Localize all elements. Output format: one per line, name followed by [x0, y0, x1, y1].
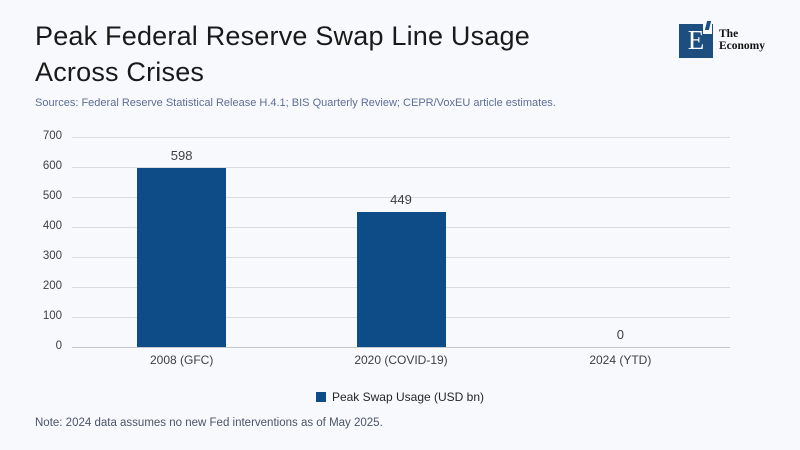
logo-quote-notch: [703, 20, 712, 34]
chart-legend: Peak Swap Usage (USD bn): [0, 390, 800, 404]
y-axis-tick-label: 200: [42, 280, 62, 292]
gridline: [72, 167, 730, 168]
bar-value-label: 0: [616, 327, 624, 342]
y-axis-tick-label: 100: [42, 310, 62, 322]
x-axis-category-label: 2020 (COVID-19): [354, 353, 448, 367]
y-axis-tick-label: 400: [42, 220, 62, 232]
logo-word-line-2: Economy: [719, 39, 765, 52]
y-axis-tick-label: 600: [42, 160, 62, 172]
legend-swatch: [315, 392, 326, 402]
legend-label: Peak Swap Usage (USD bn): [331, 390, 485, 404]
logo-letter: E: [687, 25, 705, 55]
gridline: [72, 347, 730, 348]
the-economy-logo: E The Economy: [679, 20, 765, 58]
x-axis-category-label: 2024 (YTD): [589, 353, 652, 367]
bar-value-label: 598: [170, 147, 193, 163]
page-title: Peak Federal Reserve Swap Line Usage Acr…: [35, 18, 530, 90]
y-axis-tick-label: 500: [42, 190, 62, 202]
bar-2008 (GFC): [137, 167, 227, 347]
sources-text: Sources: Federal Reserve Statistical Rel…: [35, 97, 556, 109]
bar-2020 (COVID-19): [356, 212, 446, 347]
logo-wordmark: The Economy: [719, 28, 765, 58]
bar-value-label: 449: [390, 192, 412, 208]
gridline: [72, 137, 730, 138]
footnote-text: Note: 2024 data assumes no new Fed inter…: [35, 417, 383, 429]
y-axis-tick-label: 0: [55, 340, 62, 352]
title-line-2: Across Crises: [35, 57, 205, 87]
plot-area: 598 449 0: [72, 137, 730, 348]
y-axis-tick-label: 700: [42, 130, 62, 142]
gridline: [72, 197, 730, 198]
logo-square: E: [679, 20, 713, 58]
title-line-1: Peak Federal Reserve Swap Line Usage: [35, 21, 530, 51]
x-axis-category-label: 2008 (GFC): [149, 353, 214, 367]
y-axis-tick-label: 300: [42, 250, 62, 262]
logo-word-line-1: The: [719, 28, 739, 40]
